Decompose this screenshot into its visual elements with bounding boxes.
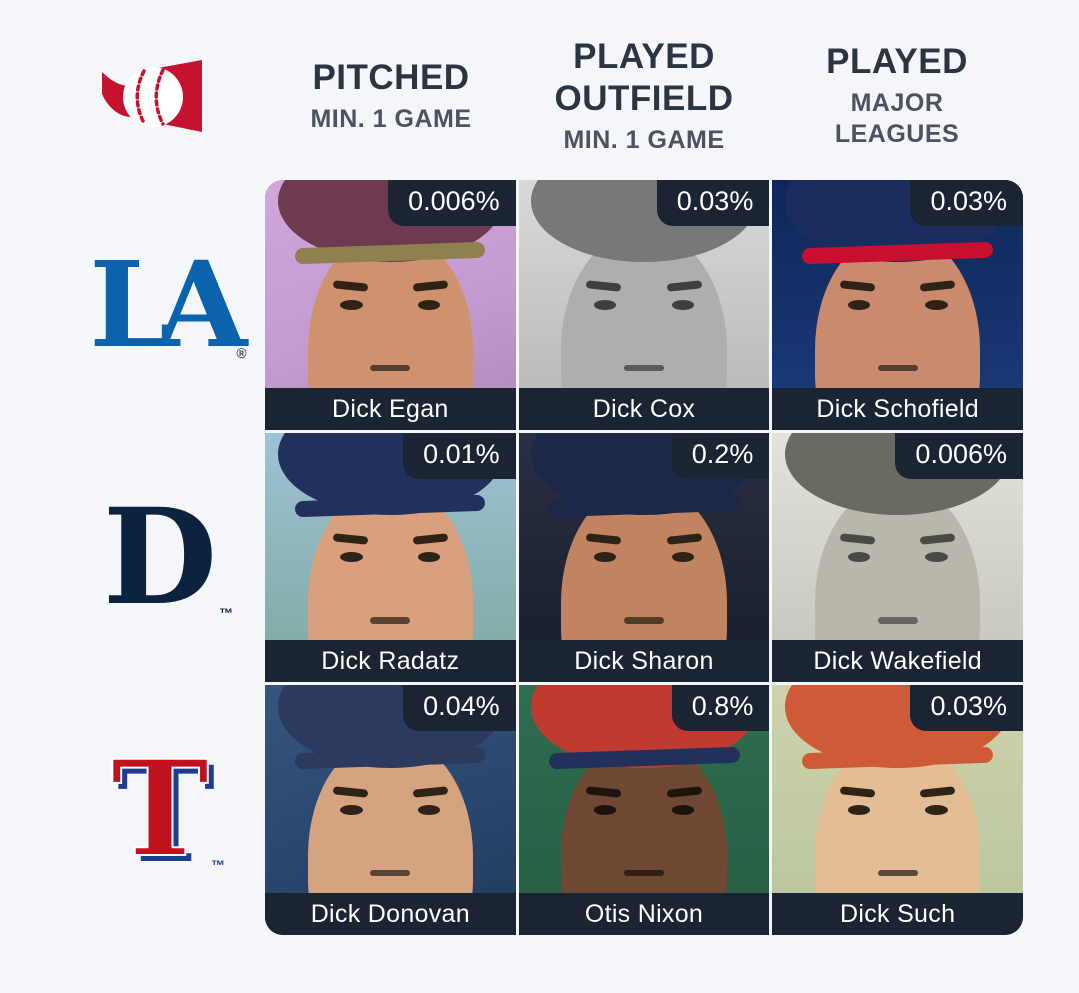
- rangers-monogram: T ™: [110, 732, 226, 887]
- column-subtitle: MAJOR LEAGUES: [834, 89, 960, 149]
- player-name-bar: Dick Egan: [265, 387, 516, 430]
- player-name-bar: Dick Such: [772, 893, 1023, 935]
- column-subtitle: MIN. 1 GAME: [563, 126, 725, 155]
- grid-cell-rangers-outfield[interactable]: 0.8% Otis Nixon: [518, 685, 770, 935]
- rarity-badge: 0.01%: [403, 432, 516, 479]
- trademark-mark: ™: [211, 857, 226, 873]
- rarity-badge: 0.03%: [910, 685, 1023, 732]
- column-subtitle: MIN. 1 GAME: [310, 104, 472, 133]
- grid-cell-rangers-pitched[interactable]: 0.04% Dick Donovan: [265, 685, 516, 935]
- grid-cell-tigers-majors[interactable]: 0.006% Dick Wakefield: [772, 432, 1023, 683]
- rarity-badge: 0.8%: [671, 685, 770, 732]
- tigers-monogram: D ™: [102, 480, 234, 635]
- rarity-badge: 0.03%: [910, 180, 1023, 226]
- rarity-badge: 0.006%: [895, 432, 1023, 479]
- column-header-played-majors: PLAYED MAJOR LEAGUES: [757, 22, 1037, 170]
- player-name-bar: Dick Schofield: [772, 387, 1023, 430]
- answers-grid: 0.006% Dick Egan 0.03% Dick Cox 0.03% D: [265, 180, 1023, 935]
- player-name-bar: Dick Sharon: [518, 640, 770, 683]
- grid-cell-tigers-pitched[interactable]: 0.01% Dick Radatz: [265, 432, 516, 683]
- column-header-pitched: PITCHED MIN. 1 GAME: [251, 22, 531, 170]
- baseball-logo: [102, 60, 202, 132]
- grid-cell-dodgers-majors[interactable]: 0.03% Dick Schofield: [772, 180, 1023, 430]
- grid-cell-rangers-majors[interactable]: 0.03% Dick Such: [772, 685, 1023, 935]
- player-name-bar: Dick Wakefield: [772, 640, 1023, 683]
- registered-mark: ®: [236, 345, 247, 361]
- column-title: PLAYED OUTFIELD: [554, 36, 734, 119]
- dodgers-logo: LA ®: [70, 180, 250, 430]
- player-name-bar: Otis Nixon: [518, 893, 770, 935]
- trademark-mark: ™: [219, 605, 234, 621]
- player-name-bar: Dick Cox: [518, 387, 770, 430]
- rangers-logo: T ™: [70, 685, 250, 935]
- column-title: PITCHED: [312, 58, 470, 98]
- column-title: PLAYED: [826, 42, 968, 82]
- rarity-badge: 0.04%: [403, 685, 516, 732]
- tigers-logo: D ™: [70, 433, 250, 683]
- player-name-bar: Dick Radatz: [265, 640, 516, 683]
- grid-cell-dodgers-outfield[interactable]: 0.03% Dick Cox: [518, 180, 770, 430]
- rarity-badge: 0.03%: [656, 180, 770, 226]
- player-name-bar: Dick Donovan: [265, 893, 516, 935]
- grid-cell-tigers-outfield[interactable]: 0.2% Dick Sharon: [518, 432, 770, 683]
- column-header-played-outfield: PLAYED OUTFIELD MIN. 1 GAME: [504, 22, 784, 170]
- dodgers-monogram: LA ®: [89, 235, 247, 374]
- rarity-badge: 0.006%: [388, 180, 516, 226]
- rarity-badge: 0.2%: [671, 432, 770, 479]
- grid-cell-dodgers-pitched[interactable]: 0.006% Dick Egan: [265, 180, 516, 430]
